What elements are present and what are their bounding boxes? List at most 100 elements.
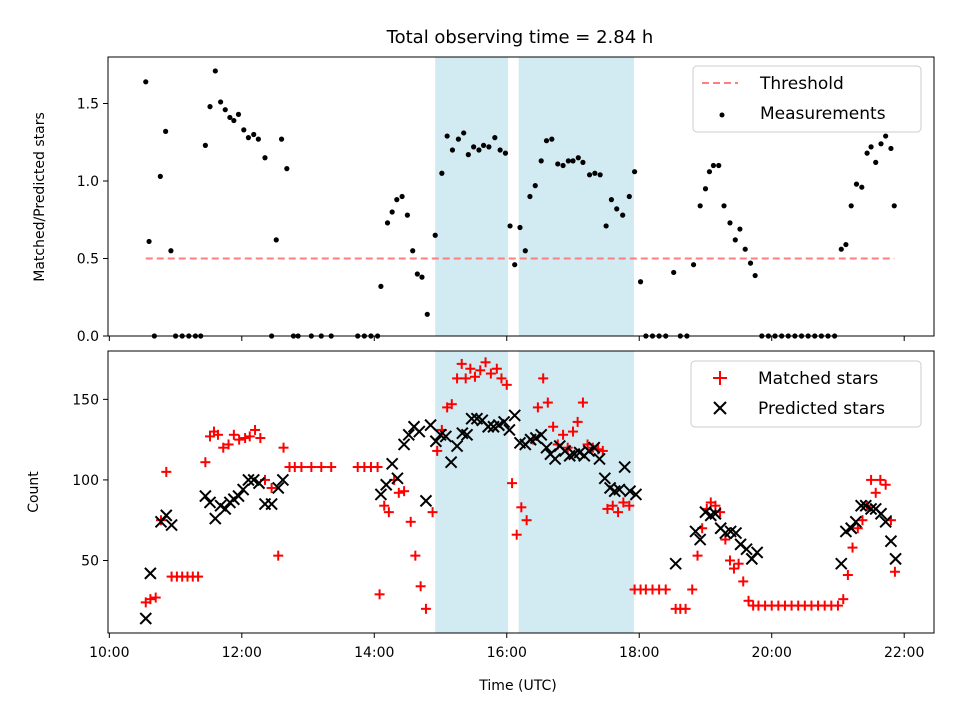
marker-stroke [503,423,516,437]
measurement-point [868,144,874,150]
legend-matched-swatch [713,371,727,385]
measurement-point [424,311,430,317]
predicted-star-marker [689,525,702,538]
predicted-star-marker [879,515,892,529]
marker-stroke [144,567,157,580]
measurement-point [732,237,738,243]
count-y-tick-label: 100 [72,473,99,489]
matched-star-marker [733,558,744,569]
predicted-star-marker [232,489,245,503]
measurement-point [532,183,538,189]
matched-star-marker [223,439,234,450]
measurement-point [620,212,626,218]
matched-star-marker [145,594,156,605]
predicted-star-marker [587,441,601,454]
matched-star-marker [372,462,383,473]
x-tick-label: 22:00 [884,645,924,661]
matched-star-marker [399,486,410,497]
marker-stroke [593,452,606,466]
measurement-point [697,203,703,209]
matched-star-marker [842,569,853,580]
measurement-point [721,203,727,209]
matched-star-marker [475,365,486,376]
measurement-point [512,262,518,268]
measurement-point [202,142,208,148]
predicted-star-marker [160,509,173,522]
marker-stroke [385,457,399,471]
ratio-y-axis-label: Matched/Predicted stars [32,112,48,282]
predicted-star-marker [165,518,178,532]
matched-star-marker [218,442,229,453]
marker-stroke [419,494,433,508]
measurement-point [702,186,709,192]
predicted-star-marker [548,452,562,466]
marker-stroke [236,483,250,496]
matched-star-marker [266,482,277,493]
predicted-star-marker [629,488,643,501]
matched-star-marker [889,566,900,577]
predicted-star-marker [450,439,464,453]
measurement-point [146,238,152,245]
marker-stroke [265,497,278,511]
ratio-legend-box [692,65,922,133]
predicted-star-marker [374,488,388,501]
measurement-point [891,203,897,209]
matched-star-marker [618,497,629,508]
matched-star-marker [452,373,463,384]
matched-star-marker [680,603,691,614]
matched-star-marker [420,603,431,614]
matched-star-marker [485,368,496,379]
matched-star-marker [832,600,843,611]
count-legend: Matched stars Predicted stars [690,360,922,428]
matched-star-marker [432,445,443,456]
matched-star-marker [306,462,317,473]
predicted-star-marker [252,476,266,490]
marker-stroke [587,441,601,454]
marker-stroke [750,546,764,559]
marker-stroke [434,428,447,442]
predicted-star-marker [618,460,631,474]
matched-star-marker [379,500,390,511]
marker-stroke [689,525,702,538]
measurement-point [873,159,879,165]
marker-stroke [874,507,888,520]
measurement-point [637,279,644,285]
matched-star-marker [857,515,868,526]
marker-stroke [456,426,469,440]
measurement-point [575,155,581,161]
marker-stroke [247,473,260,487]
matched-star-marker [743,595,754,606]
measurement-point [626,193,632,200]
measurement-point [414,271,420,277]
matched-star-marker [507,478,518,489]
predicted-star-marker [199,489,212,503]
x-tick-label: 10:00 [89,645,129,661]
predicted-star-marker [835,557,848,570]
marker-stroke [379,478,393,491]
predicted-star-marker [750,546,764,559]
matched-star-marker [200,457,211,468]
matched-star-marker [870,487,881,498]
ratio-y-tick-label: 1.0 [77,174,99,190]
x-tick-label: 18:00 [619,645,659,661]
matched-star-marker [602,503,613,514]
measurement-point [399,193,405,200]
matched-star-marker [613,507,624,518]
matched-star-marker [234,434,245,445]
matched-star-marker [244,431,255,442]
marker-stroke [879,515,892,529]
matched-star-marker [501,379,512,390]
legend-measurements-label: Measurements [760,104,886,124]
matched-star-marker [278,442,289,453]
measurement-point [614,206,620,212]
matched-star-marker [660,584,671,595]
matched-star-marker [577,397,588,408]
measurement-point [432,232,438,238]
measurement-point [207,104,213,110]
measurement-point [597,172,603,178]
count-y-axis-label: Count [26,471,42,513]
marker-stroke [476,414,489,427]
matched-star-marker [415,581,426,592]
marker-stroke [835,557,848,570]
predicted-star-marker [593,452,606,466]
